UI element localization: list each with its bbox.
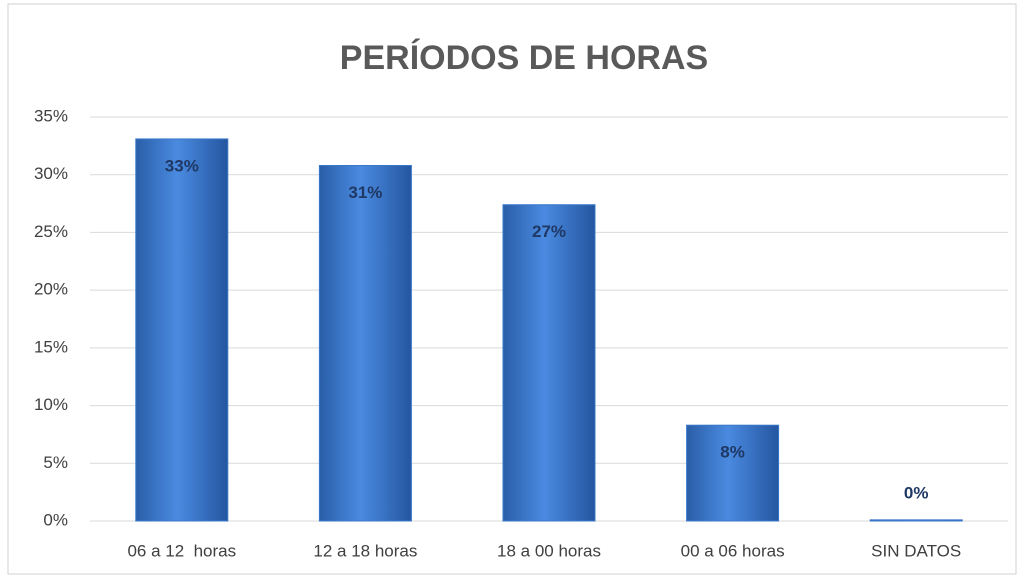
y-tick-label: 10% bbox=[34, 395, 68, 414]
chart-title: PERÍODOS DE HORAS bbox=[340, 39, 708, 77]
bar bbox=[502, 204, 596, 522]
y-tick-label: 25% bbox=[34, 222, 68, 241]
y-tick-label: 20% bbox=[34, 280, 68, 299]
x-tick-label: 12 a 18 horas bbox=[313, 541, 417, 560]
x-tick-label: SIN DATOS bbox=[871, 541, 961, 560]
value-label: 27% bbox=[532, 222, 566, 241]
x-tick-label: 00 a 06 horas bbox=[681, 541, 785, 560]
value-label: 8% bbox=[720, 443, 745, 462]
y-tick-label: 15% bbox=[34, 337, 68, 356]
value-label: 33% bbox=[165, 156, 199, 175]
y-tick-label: 5% bbox=[43, 453, 68, 472]
bar bbox=[318, 164, 412, 522]
value-label: 31% bbox=[348, 183, 382, 202]
x-tick-label: 18 a 00 horas bbox=[497, 541, 601, 560]
bar bbox=[135, 138, 229, 522]
y-tick-label: 0% bbox=[43, 510, 68, 529]
bar bbox=[869, 519, 963, 522]
bar bbox=[686, 424, 780, 522]
chart-frame bbox=[7, 3, 1017, 575]
y-tick-label: 35% bbox=[34, 106, 68, 125]
x-tick-label: 06 a 12 horas bbox=[127, 541, 236, 560]
y-tick-label: 30% bbox=[34, 164, 68, 183]
value-label: 0% bbox=[904, 483, 929, 502]
